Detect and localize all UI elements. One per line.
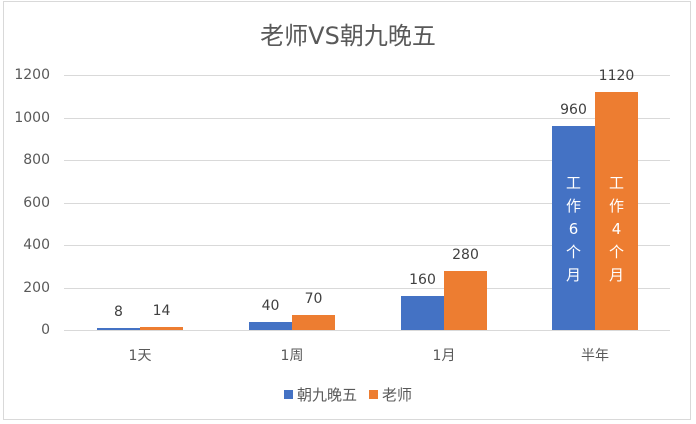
y-tick-label: 600: [23, 194, 50, 211]
bar: [249, 321, 292, 330]
legend-swatch-icon: [369, 390, 378, 399]
legend: 朝九晚五 老师: [0, 384, 696, 405]
data-label: 280: [452, 246, 479, 263]
bar: [140, 327, 183, 330]
x-category-label: 1周: [280, 348, 304, 364]
legend-item-series-0: 朝九晚五: [283, 384, 357, 405]
gridline: [64, 160, 670, 161]
gridline: [64, 117, 670, 119]
legend-label: 老师: [382, 386, 413, 404]
data-label: 8: [114, 304, 123, 321]
data-label: 70: [304, 291, 323, 308]
gridline: [64, 245, 670, 246]
legend-label: 朝九晚五: [296, 386, 357, 404]
legend-swatch-icon: [283, 390, 293, 399]
y-tick-label: 0: [41, 322, 50, 338]
gridline: [64, 287, 670, 289]
y-tick-label: 1000: [14, 109, 50, 126]
gridline: [64, 202, 670, 204]
y-tick-label: 1200: [14, 67, 50, 83]
x-category-label: 1天: [128, 348, 152, 364]
y-tick-label: 400: [23, 237, 50, 253]
x-category-label: 半年: [581, 348, 609, 364]
legend-item-series-1: 老师: [369, 384, 412, 405]
y-tick-label: 200: [23, 279, 50, 296]
data-label: 40: [261, 297, 280, 314]
bar: [97, 328, 140, 330]
data-label: 960: [560, 102, 587, 118]
bar: [552, 126, 595, 330]
data-label: 1120: [598, 68, 635, 84]
data-label: 14: [152, 303, 171, 320]
chart-title: 老师VS朝九晚五: [260, 22, 436, 50]
gridline: [64, 75, 670, 76]
x-category-label: 1月: [432, 348, 456, 364]
data-label: 160: [409, 272, 436, 288]
gridline: [64, 330, 670, 331]
bar: [401, 296, 444, 330]
bar: [292, 315, 335, 330]
y-tick-label: 800: [23, 152, 50, 168]
bar: [595, 92, 638, 330]
bar: [444, 270, 487, 330]
